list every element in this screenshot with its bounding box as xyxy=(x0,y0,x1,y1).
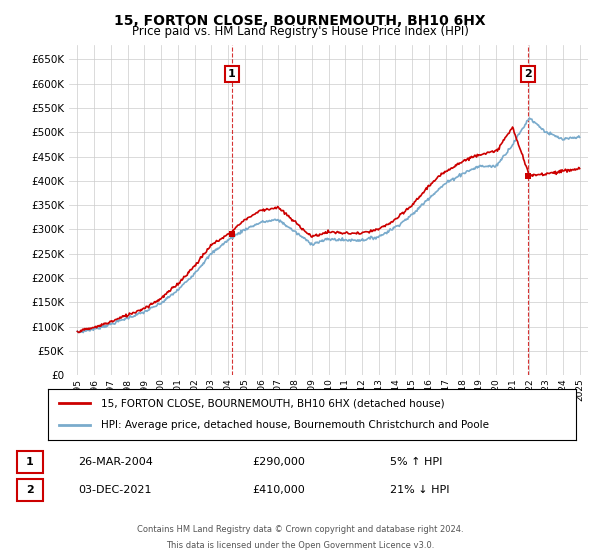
Text: 21% ↓ HPI: 21% ↓ HPI xyxy=(390,485,449,495)
Text: 2: 2 xyxy=(524,69,532,79)
Text: 15, FORTON CLOSE, BOURNEMOUTH, BH10 6HX (detached house): 15, FORTON CLOSE, BOURNEMOUTH, BH10 6HX … xyxy=(101,398,445,408)
Text: HPI: Average price, detached house, Bournemouth Christchurch and Poole: HPI: Average price, detached house, Bour… xyxy=(101,421,489,431)
Text: 26-MAR-2004: 26-MAR-2004 xyxy=(78,457,153,467)
Text: Price paid vs. HM Land Registry's House Price Index (HPI): Price paid vs. HM Land Registry's House … xyxy=(131,25,469,38)
Text: 5% ↑ HPI: 5% ↑ HPI xyxy=(390,457,442,467)
Text: 2: 2 xyxy=(26,485,34,495)
Text: 03-DEC-2021: 03-DEC-2021 xyxy=(78,485,151,495)
Text: £290,000: £290,000 xyxy=(252,457,305,467)
Text: 1: 1 xyxy=(228,69,236,79)
Text: This data is licensed under the Open Government Licence v3.0.: This data is licensed under the Open Gov… xyxy=(166,542,434,550)
Text: 1: 1 xyxy=(26,457,34,467)
Text: 15, FORTON CLOSE, BOURNEMOUTH, BH10 6HX: 15, FORTON CLOSE, BOURNEMOUTH, BH10 6HX xyxy=(114,14,486,28)
Text: Contains HM Land Registry data © Crown copyright and database right 2024.: Contains HM Land Registry data © Crown c… xyxy=(137,525,463,534)
Text: £410,000: £410,000 xyxy=(252,485,305,495)
